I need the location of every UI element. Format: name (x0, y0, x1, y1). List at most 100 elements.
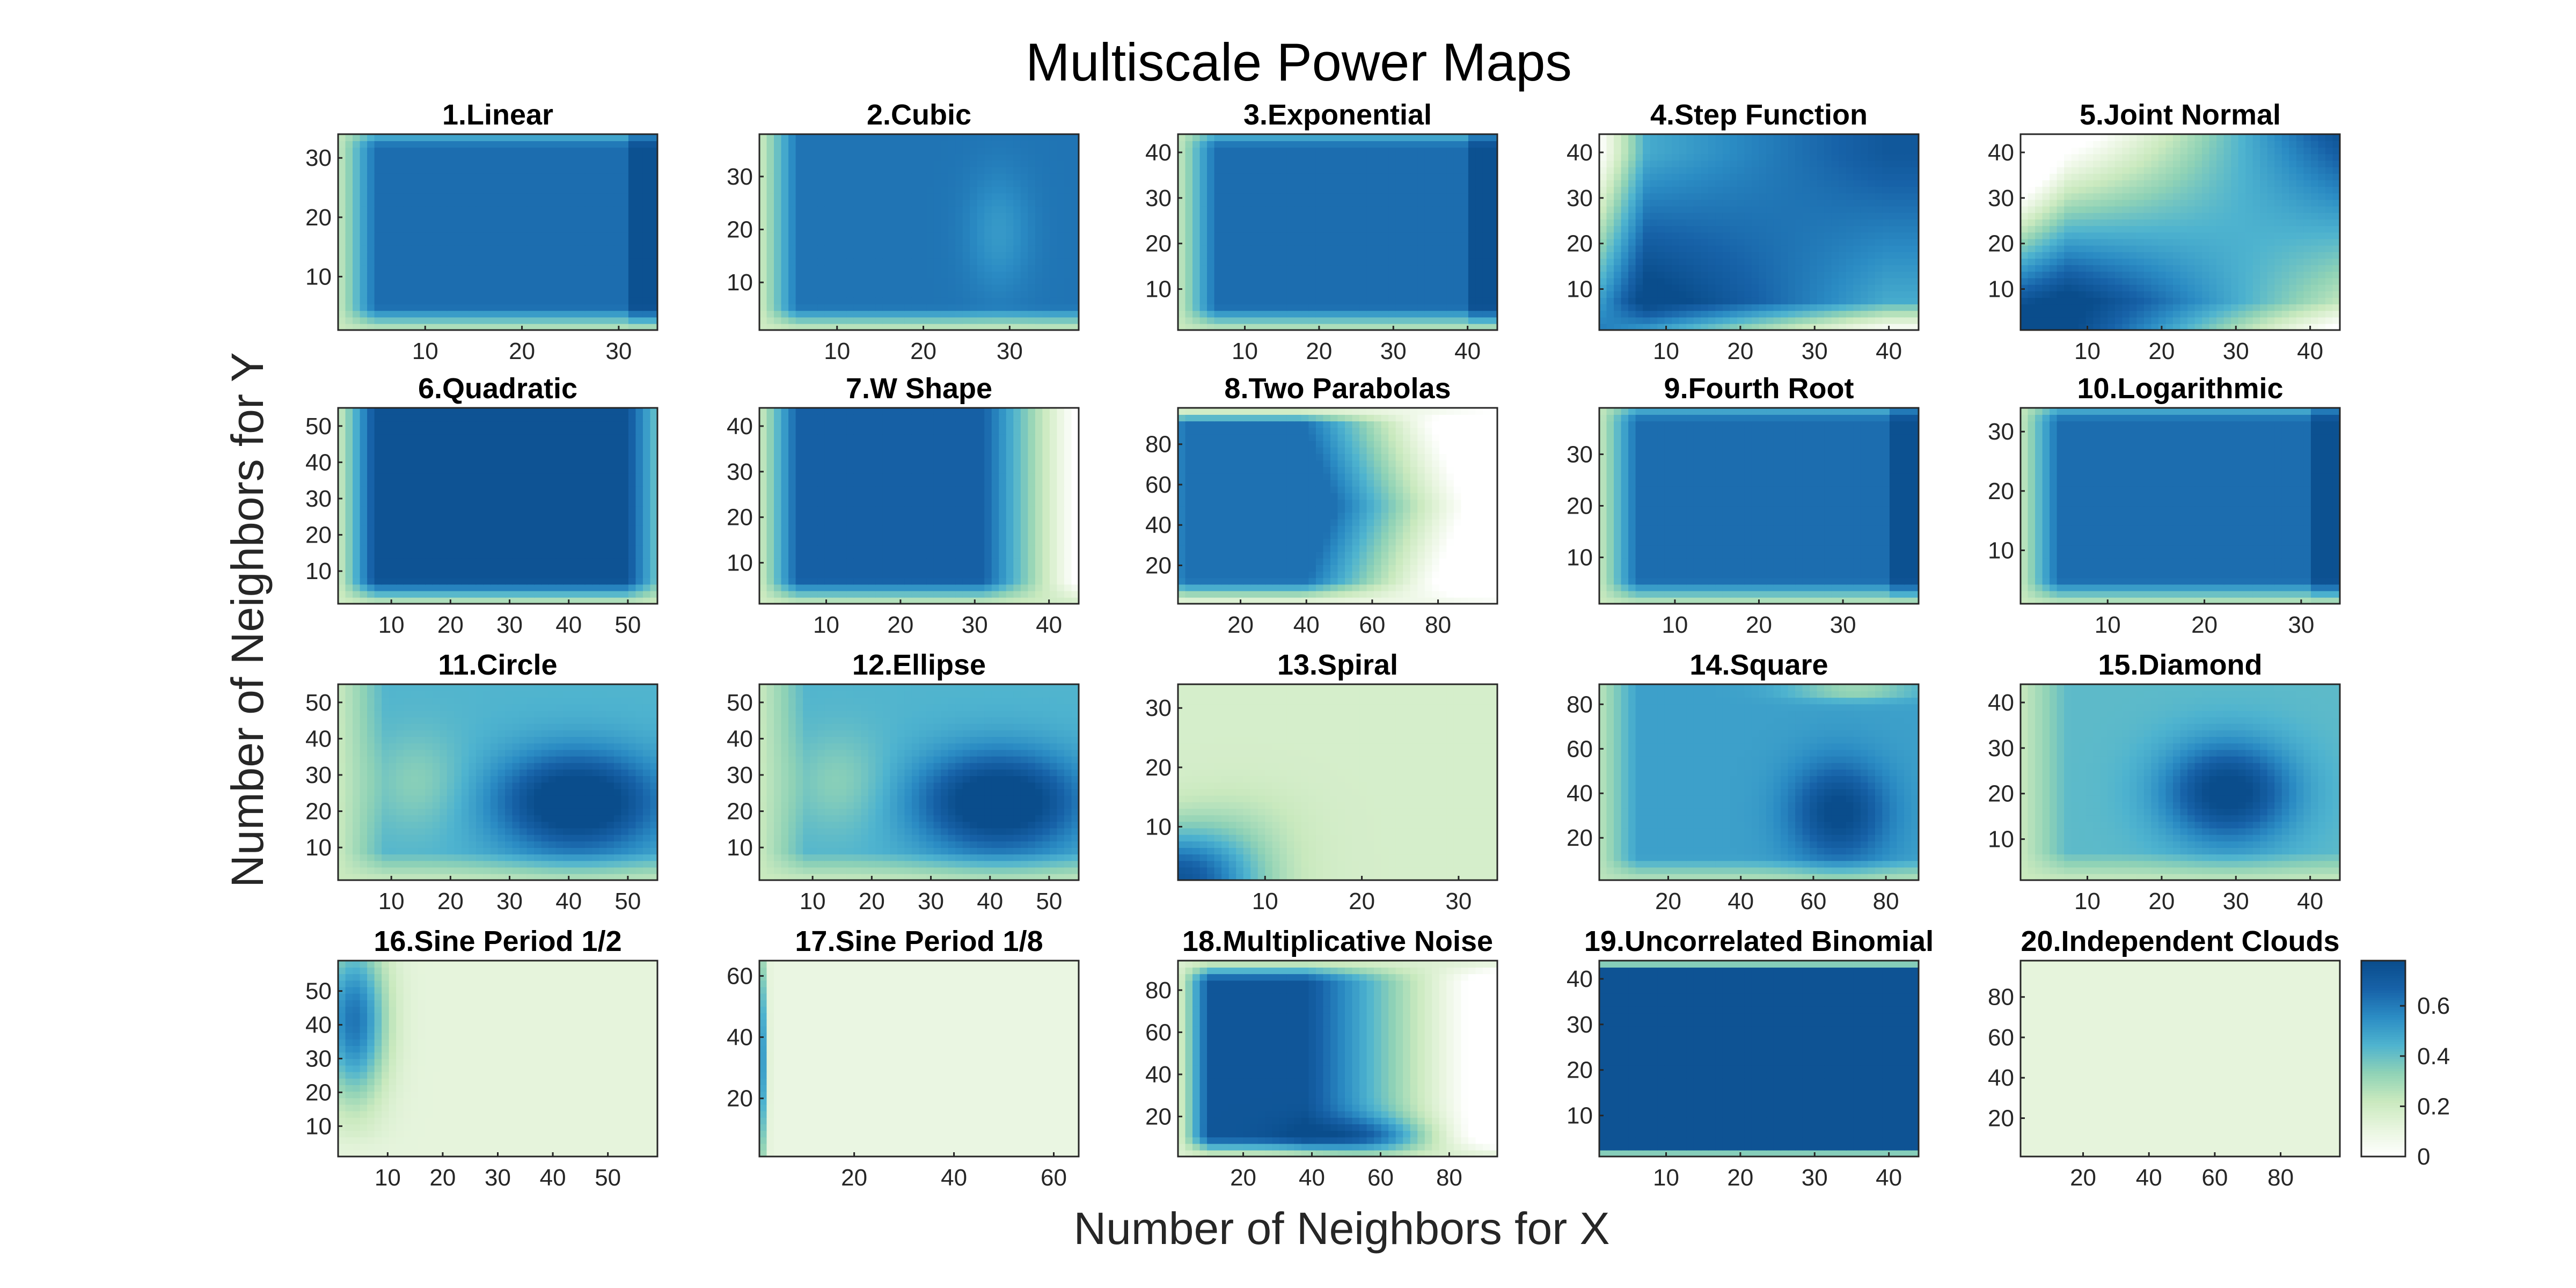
heatmap-cell (1643, 265, 1651, 272)
heatmap-cell (861, 297, 869, 305)
axis-frame (1177, 133, 1498, 331)
heatmap-cell (817, 147, 825, 155)
heatmap-cell (962, 180, 970, 187)
heatmap-cell (911, 213, 920, 219)
heatmap-cell (1417, 252, 1425, 259)
heatmap-cell (1860, 245, 1869, 252)
heatmap-cell (1788, 213, 1796, 219)
heatmap-cell (1035, 291, 1043, 298)
heatmap-cell (1788, 186, 1796, 194)
heatmap-cell (1359, 271, 1367, 279)
heatmap-cell (345, 238, 353, 246)
heatmap-cell (984, 206, 992, 213)
heatmap-cell (1178, 252, 1186, 259)
heatmap-cell (977, 271, 985, 279)
heatmap-cell (970, 245, 978, 252)
heatmap-cell (367, 186, 375, 194)
heatmap-cell (490, 206, 499, 213)
heatmap-cell (803, 186, 811, 194)
heatmap-cell (1257, 291, 1266, 298)
heatmap-cell (432, 206, 441, 213)
heatmap-cell (1802, 213, 1810, 219)
heatmap-cell (781, 147, 789, 155)
heatmap-cell (868, 173, 876, 180)
heatmap-cell (1279, 265, 1287, 272)
heatmap-cell (440, 160, 448, 167)
heatmap-cell (1035, 258, 1043, 266)
heatmap-cell (984, 265, 992, 272)
heatmap-cell (941, 199, 949, 207)
heatmap-cell (962, 213, 970, 219)
heatmap-cell (795, 277, 803, 285)
heatmap-cell (1207, 206, 1215, 213)
heatmap-cell (1345, 238, 1353, 246)
heatmap-cell (621, 304, 629, 311)
heatmap-cell (1468, 232, 1476, 239)
heatmap-cell (1643, 271, 1651, 279)
heatmap-cell (548, 134, 557, 141)
heatmap-cell (1868, 186, 1876, 194)
heatmap-cell (534, 219, 542, 226)
heatmap-cell (832, 213, 840, 219)
heatmap-cell (360, 284, 368, 291)
heatmap-cell (1424, 291, 1433, 298)
heatmap-cell (1475, 225, 1483, 233)
heatmap-cell (1228, 252, 1236, 259)
heatmap-cell (933, 219, 941, 226)
heatmap-cell (1672, 310, 1680, 318)
heatmap-cell (1330, 186, 1338, 194)
heatmap-cell (353, 317, 361, 324)
heatmap-cell (345, 245, 353, 252)
heatmap-cell (642, 206, 651, 213)
heatmap-cell (991, 323, 1000, 331)
heatmap-cell (505, 213, 513, 219)
heatmap-cell (584, 238, 593, 246)
heatmap-cell (1221, 199, 1230, 207)
heatmap-cell (1028, 238, 1036, 246)
heatmap-cell (817, 304, 825, 311)
heatmap-cell (832, 173, 840, 180)
heatmap-cell (774, 160, 782, 167)
heatmap-cell (403, 323, 412, 331)
heatmap-cell (1432, 277, 1440, 285)
heatmap-cell (1773, 238, 1781, 246)
heatmap-cell (1839, 199, 1847, 207)
heatmap-cell (1366, 186, 1374, 194)
heatmap-cell (1192, 160, 1201, 167)
heatmap-cell (621, 219, 629, 226)
heatmap-cell (1214, 186, 1222, 194)
heatmap-cell (1781, 291, 1789, 298)
heatmap-cell (382, 213, 390, 219)
heatmap-cell (642, 173, 651, 180)
heatmap-cell (1453, 147, 1462, 155)
heatmap-cell (839, 166, 847, 174)
heatmap-cell (1424, 206, 1433, 213)
heatmap-cell (795, 166, 803, 174)
heatmap-cell (1035, 252, 1043, 259)
heatmap-cell (882, 219, 891, 226)
heatmap-cell (650, 213, 658, 219)
heatmap-cell (1897, 252, 1905, 259)
heatmap-cell (1432, 304, 1440, 311)
heatmap-cell (1337, 245, 1345, 252)
heatmap-cell (991, 141, 1000, 148)
heatmap-cell (1337, 225, 1345, 233)
heatmap-cell (526, 193, 535, 200)
heatmap-cell (396, 199, 404, 207)
heatmap-cell (367, 141, 375, 148)
x-axis-label: Number of Neighbors for X (1073, 1203, 1609, 1254)
heatmap-cell (1330, 180, 1338, 187)
heatmap-cell (1388, 232, 1396, 239)
heatmap-cell (1621, 291, 1629, 298)
heatmap-cell (1643, 225, 1651, 233)
heatmap-cell (345, 186, 353, 194)
heatmap-cell (1185, 153, 1193, 161)
heatmap-cell (1279, 166, 1287, 174)
heatmap-cell (991, 271, 1000, 279)
heatmap-cell (1221, 284, 1230, 291)
heatmap-cell (962, 134, 970, 141)
heatmap-cell (1395, 232, 1403, 239)
heatmap-cell (1374, 304, 1382, 311)
heatmap-cell (534, 271, 542, 279)
heatmap-cell (1352, 310, 1360, 318)
